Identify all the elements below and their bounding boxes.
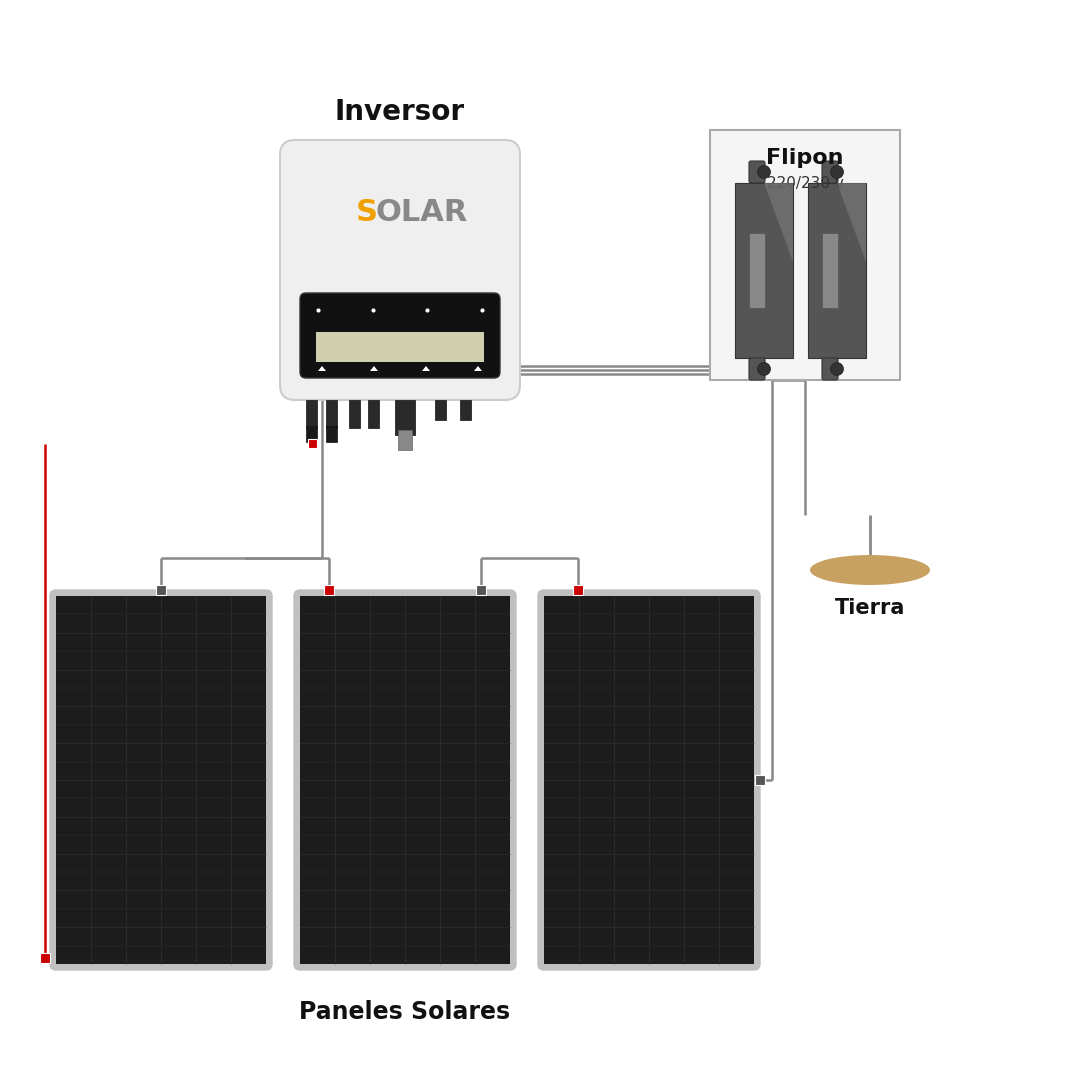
- FancyBboxPatch shape: [300, 293, 500, 378]
- FancyBboxPatch shape: [750, 161, 765, 183]
- Bar: [710, 130, 900, 380]
- Bar: [308, 438, 318, 448]
- Polygon shape: [422, 366, 430, 372]
- Polygon shape: [837, 183, 866, 261]
- Bar: [326, 400, 337, 428]
- Bar: [476, 585, 486, 595]
- FancyBboxPatch shape: [750, 357, 765, 380]
- Bar: [326, 426, 337, 442]
- FancyBboxPatch shape: [280, 140, 519, 400]
- Bar: [544, 596, 754, 964]
- Bar: [434, 400, 446, 420]
- Polygon shape: [764, 183, 793, 261]
- Bar: [750, 233, 765, 308]
- Text: 220/230 v: 220/230 v: [767, 176, 843, 191]
- Bar: [156, 585, 166, 595]
- Bar: [40, 953, 50, 963]
- Bar: [808, 183, 866, 357]
- Text: Tierra: Tierra: [835, 598, 905, 618]
- Bar: [395, 400, 415, 435]
- FancyBboxPatch shape: [294, 590, 516, 970]
- Polygon shape: [474, 366, 482, 372]
- Ellipse shape: [810, 555, 930, 585]
- Polygon shape: [318, 366, 326, 372]
- Bar: [573, 585, 583, 595]
- Text: Paneles Solares: Paneles Solares: [299, 1000, 511, 1024]
- Text: S: S: [355, 199, 377, 227]
- Bar: [755, 775, 765, 785]
- Bar: [350, 400, 361, 428]
- Polygon shape: [370, 366, 378, 372]
- Bar: [735, 183, 793, 357]
- Bar: [307, 426, 318, 442]
- Bar: [459, 400, 471, 420]
- Bar: [56, 596, 266, 964]
- FancyBboxPatch shape: [50, 590, 272, 970]
- Text: OLAR: OLAR: [375, 199, 468, 227]
- Circle shape: [757, 165, 770, 178]
- Bar: [324, 585, 334, 595]
- FancyBboxPatch shape: [822, 357, 838, 380]
- Bar: [307, 400, 318, 428]
- Bar: [300, 596, 510, 964]
- Text: Flipon: Flipon: [766, 148, 843, 168]
- Bar: [316, 333, 484, 362]
- Text: Inversor: Inversor: [335, 98, 465, 126]
- Circle shape: [757, 363, 770, 376]
- FancyBboxPatch shape: [822, 161, 838, 183]
- Bar: [367, 400, 378, 428]
- FancyBboxPatch shape: [538, 590, 760, 970]
- Bar: [397, 430, 411, 450]
- Circle shape: [831, 363, 843, 376]
- Circle shape: [831, 165, 843, 178]
- Bar: [822, 233, 838, 308]
